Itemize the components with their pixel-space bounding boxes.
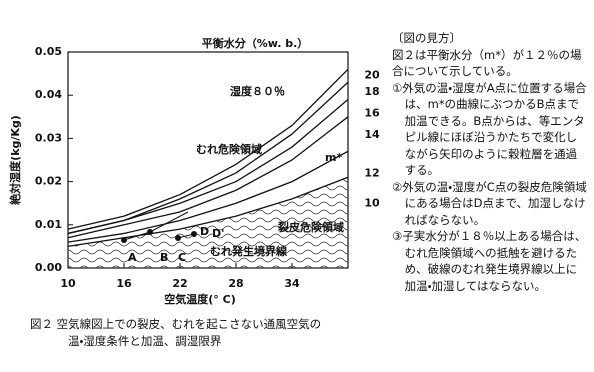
annotation: D' — [212, 227, 225, 240]
series-label: 10 — [364, 196, 380, 209]
caption-line: 図２ 空気線図上での裂皮、むれを起こさない通風空気の — [30, 317, 322, 331]
annotation: むれ危険領域 — [196, 142, 262, 156]
notes-intro: 図２は平衡水分（m*）が１２％の場合について示している。 — [392, 47, 582, 79]
annotation: A — [128, 251, 137, 264]
x-axis-label: 空気温度(° C) — [164, 292, 235, 306]
y-tick-label: 0.01 — [35, 218, 62, 231]
annotation: B — [160, 251, 168, 264]
series-label: 18 — [364, 85, 379, 98]
annotation: m* — [325, 151, 342, 164]
notes: 〔図の見方〕 図２は平衡水分（m*）が１２％の場合について示している。 ①外気の… — [392, 30, 588, 294]
curve — [67, 176, 349, 248]
x-tick-label: 28 — [228, 277, 243, 290]
curve — [67, 150, 349, 243]
caption-line: 温・湿度条件と加温、調湿限界 — [68, 334, 222, 348]
y-tick-label: 0.03 — [35, 131, 62, 144]
y-tick-label: 0.05 — [35, 45, 62, 58]
notes-item: ①外気の温・湿度がA点に位置する場合は、m*の曲線にぶつかるB点まで加温できる。… — [392, 80, 587, 178]
x-tick-label: 16 — [116, 277, 132, 290]
annotation: C — [178, 251, 186, 264]
notes-heading: 〔図の見方〕 — [392, 31, 461, 45]
annotation: D — [200, 225, 209, 238]
notes-item: ②外気の温・湿度がC点の裂皮危険領域にある場合はD点まで、加湿しなければならない… — [392, 179, 587, 227]
annotation: 湿度８０％ — [230, 84, 285, 98]
series-label: 20 — [364, 68, 380, 81]
arrow — [177, 233, 195, 239]
caption: 図２ 空気線図上での裂皮、むれを起こさない通風空気の 温・湿度条件と加温、調湿限… — [30, 316, 321, 350]
y-tick-label: 0.04 — [35, 88, 62, 101]
x-tick-label: 22 — [172, 277, 187, 290]
curve — [67, 99, 349, 235]
y-tick-label: 0.00 — [35, 261, 62, 274]
x-tick-label: 34 — [284, 277, 300, 290]
series-label: 16 — [364, 107, 380, 120]
notes-item: ③子実水分が１８％以上ある場合は、むれ危険領域への抵触を避けるため、破線のむれ発… — [392, 229, 587, 293]
y-axis-label: 絶対湿度(kg/Kg) — [8, 115, 22, 206]
series-label: 12 — [364, 166, 379, 179]
legend-title: 平衡水分（%w. b.） — [202, 36, 309, 50]
x-tick-label: 10 — [60, 277, 76, 290]
arrow — [123, 211, 189, 241]
annotation: 裂皮危険領域 — [277, 220, 344, 234]
curve — [67, 68, 349, 230]
series-label: 14 — [364, 128, 380, 141]
curve — [67, 116, 349, 239]
annotation: むれ発生境界線 — [210, 244, 288, 258]
y-tick-label: 0.02 — [35, 175, 62, 188]
